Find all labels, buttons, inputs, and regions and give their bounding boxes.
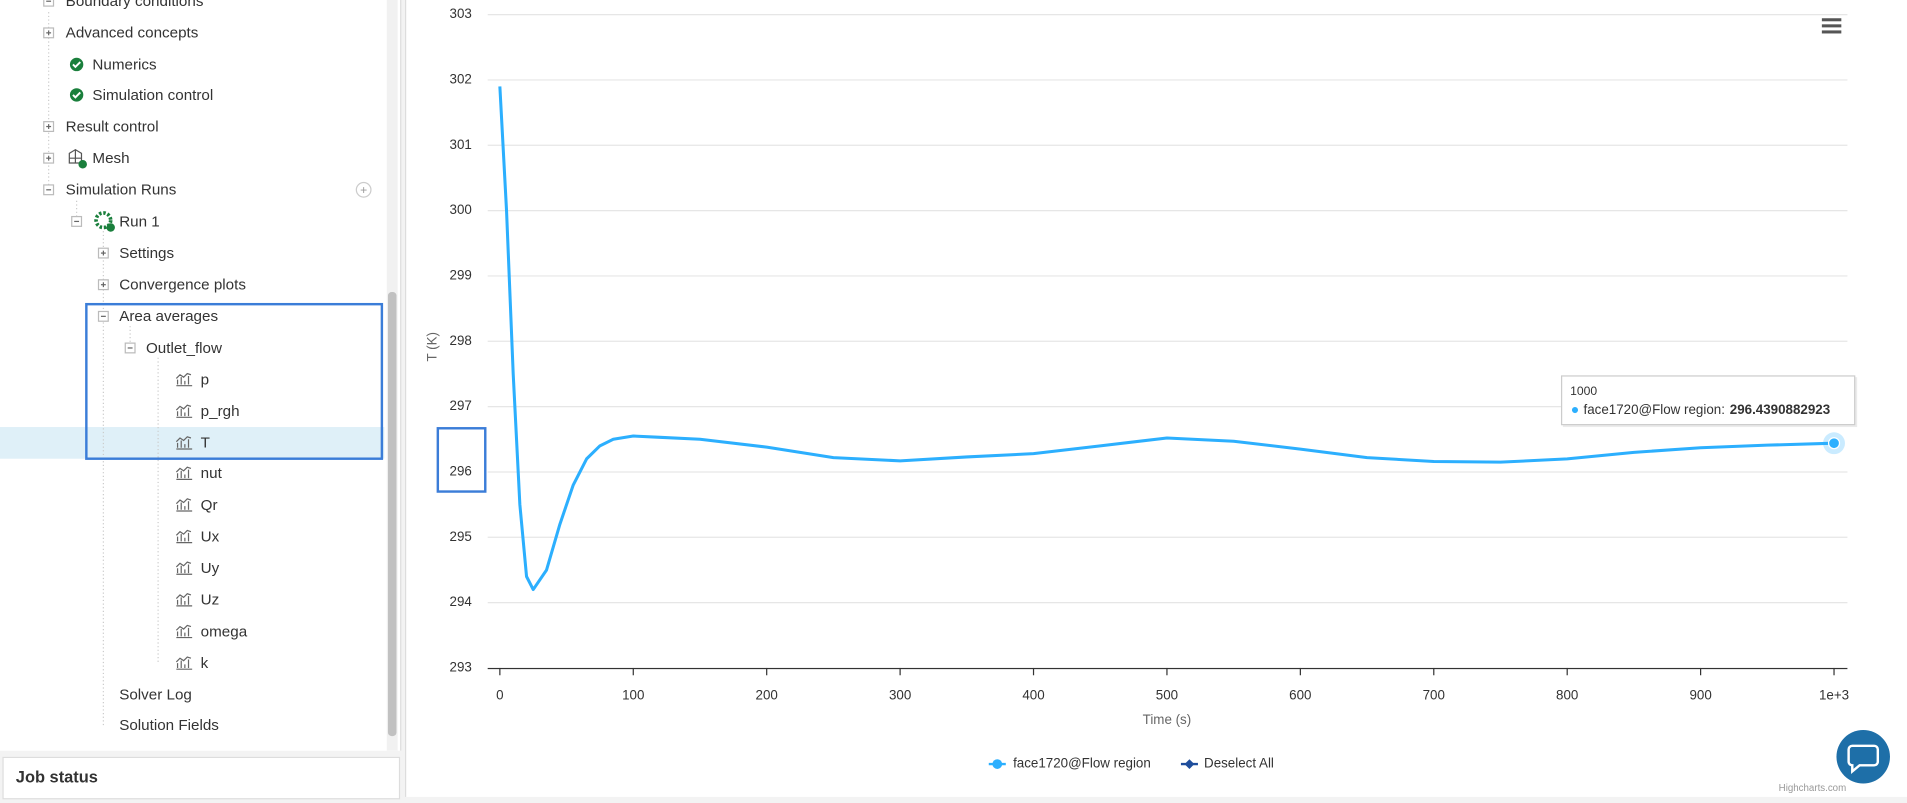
- tree-item[interactable]: p: [200, 371, 210, 389]
- tooltip-line: face1720@Flow region: 296.4390882923: [1583, 402, 1830, 417]
- y-tick-label: 299: [450, 267, 472, 282]
- x-tick-label: 400: [1022, 687, 1044, 702]
- tree-item[interactable]: Run 1: [119, 212, 160, 230]
- tree-item[interactable]: Convergence plots: [119, 276, 246, 294]
- y-tick-label: 295: [450, 529, 472, 544]
- tree-item[interactable]: Solver Log: [119, 686, 192, 704]
- x-tick-label: 900: [1689, 687, 1711, 702]
- tree-item[interactable]: Area averages: [119, 307, 219, 325]
- y-axis-title: T (K): [425, 332, 440, 361]
- tree-item[interactable]: Mesh: [92, 149, 130, 167]
- y-tick-label: 300: [450, 202, 472, 217]
- tree-item[interactable]: Result control: [65, 118, 159, 136]
- tooltip: [1560, 375, 1856, 426]
- y-tick-label: 294: [450, 594, 473, 609]
- tree-item[interactable]: p_rgh: [200, 402, 240, 420]
- y-tick-label: 296: [450, 463, 472, 478]
- plot-icon: [175, 624, 193, 639]
- label-highlight: [436, 427, 487, 493]
- plot-icon: [175, 656, 193, 670]
- plot-icon: [175, 498, 193, 512]
- x-tick-label: 600: [1289, 687, 1311, 702]
- y-tick-label: 302: [450, 71, 472, 86]
- plot-icon: [175, 529, 193, 544]
- tooltip-dot: [1571, 406, 1579, 414]
- x-tick-label: 100: [622, 687, 644, 702]
- tree-item[interactable]: Qr: [200, 496, 218, 514]
- plot-icon: [175, 404, 193, 418]
- tree-item[interactable]: Solution Fields: [119, 716, 219, 734]
- selected-row: [0, 427, 385, 459]
- x-axis-title: Time (s): [1143, 712, 1192, 727]
- credits[interactable]: Highcharts.com: [1779, 783, 1847, 794]
- y-tick-label: 293: [450, 659, 472, 674]
- x-tick-label: 700: [1423, 687, 1445, 702]
- x-tick-label: 0: [496, 687, 503, 702]
- tree-item[interactable]: T: [200, 434, 210, 452]
- tree-item[interactable]: k: [200, 654, 209, 672]
- tree-item[interactable]: nut: [200, 464, 222, 482]
- y-tick-label: 297: [450, 398, 472, 413]
- tree-item[interactable]: Numerics: [92, 55, 157, 74]
- x-tick-label: 200: [756, 687, 778, 702]
- tree-item[interactable]: Simulation control: [92, 86, 214, 104]
- y-tick-label: 298: [450, 333, 472, 348]
- job-status-title: Job status: [15, 767, 98, 786]
- job-status-panel[interactable]: Job status: [2, 756, 401, 800]
- plot-icon: [175, 561, 193, 575]
- plot-icon: [175, 466, 193, 480]
- gear-icon: [94, 211, 113, 230]
- tree-item[interactable]: omega: [200, 622, 248, 640]
- tree-item[interactable]: Boundary conditions: [65, 0, 204, 10]
- x-tick-label: 500: [1156, 687, 1178, 702]
- series-line: [498, 86, 1835, 592]
- hover-point: [1827, 437, 1841, 450]
- legend-marker: [1184, 759, 1195, 769]
- plot-icon: [175, 436, 193, 450]
- legend-item[interactable]: Deselect All: [1204, 756, 1274, 771]
- legend-item[interactable]: face1720@Flow region: [1013, 756, 1151, 771]
- tooltip-series: face1720@Flow region:: [1583, 402, 1724, 417]
- tree-item[interactable]: Settings: [119, 244, 175, 262]
- status-icon: [106, 223, 115, 232]
- tree-item[interactable]: Advanced concepts: [65, 24, 199, 42]
- tree-item[interactable]: Uz: [200, 591, 220, 609]
- tree-icons: +: [43, 0, 398, 751]
- legend-marker: [992, 759, 1003, 769]
- check-mark: [72, 61, 81, 69]
- chart-panel: 293 294 295 296 297 298 299 300 301 302 303 0 100 200…: [404, 0, 1907, 797]
- expander[interactable]: [43, 0, 55, 7]
- tree-item[interactable]: Ux: [200, 528, 220, 546]
- x-tick-label: 800: [1556, 687, 1578, 702]
- sidebar: + Boundary conditions Advanced concepts Nu…: [0, 0, 402, 751]
- x-tick-label: 300: [889, 687, 911, 702]
- plot-icon: [175, 372, 193, 387]
- tooltip-value: 296.4390882923: [1730, 402, 1830, 417]
- y-tick-label: 301: [450, 137, 472, 152]
- svg-text:+: +: [360, 183, 367, 197]
- tree-item[interactable]: Uy: [200, 559, 220, 577]
- plot-icon: [175, 593, 193, 607]
- tree-item[interactable]: Outlet_flow: [145, 339, 222, 357]
- status-icon: [78, 159, 87, 169]
- tooltip-header: 1000: [1570, 384, 1597, 398]
- chat-button[interactable]: [1836, 730, 1890, 784]
- menu-button[interactable]: [1821, 18, 1842, 34]
- x-tick-label: 1e+3: [1819, 687, 1849, 702]
- tree-item[interactable]: Simulation Runs: [65, 181, 177, 199]
- check-mark: [72, 91, 81, 99]
- y-tick-label: 303: [450, 6, 472, 21]
